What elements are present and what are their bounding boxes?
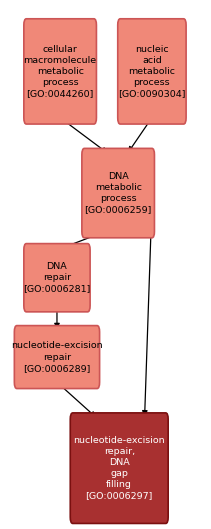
FancyBboxPatch shape (82, 148, 154, 238)
Text: cellular
macromolecule
metabolic
process
[GO:0044260]: cellular macromolecule metabolic process… (24, 45, 97, 98)
Text: DNA
repair
[GO:0006281]: DNA repair [GO:0006281] (23, 262, 91, 293)
FancyBboxPatch shape (14, 325, 100, 388)
FancyBboxPatch shape (70, 413, 168, 524)
Text: nucleotide-excision
repair
[GO:0006289]: nucleotide-excision repair [GO:0006289] (11, 342, 103, 372)
Text: nucleic
acid
metabolic
process
[GO:0090304]: nucleic acid metabolic process [GO:00903… (118, 45, 186, 98)
FancyBboxPatch shape (118, 19, 186, 124)
FancyBboxPatch shape (24, 19, 96, 124)
FancyBboxPatch shape (24, 243, 90, 312)
Text: DNA
metabolic
process
[GO:0006259]: DNA metabolic process [GO:0006259] (84, 172, 152, 214)
Text: nucleotide-excision
repair,
DNA
gap
filling
[GO:0006297]: nucleotide-excision repair, DNA gap fill… (73, 436, 165, 500)
